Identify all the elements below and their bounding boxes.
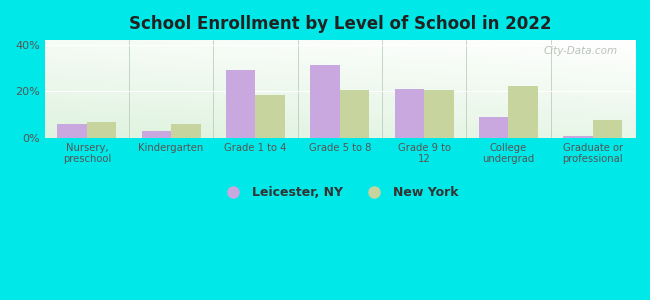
Title: School Enrollment by Level of School in 2022: School Enrollment by Level of School in … <box>129 15 551 33</box>
Bar <box>593 121 622 138</box>
Bar <box>310 64 340 138</box>
Bar <box>57 124 87 138</box>
Bar <box>171 124 201 138</box>
Bar <box>424 90 454 138</box>
Bar <box>226 70 255 138</box>
Bar <box>142 131 171 138</box>
Text: City-Data.com: City-Data.com <box>543 46 618 56</box>
Bar <box>479 117 508 138</box>
Bar <box>87 122 116 138</box>
Bar <box>508 85 538 138</box>
Bar <box>395 89 424 138</box>
Legend: Leicester, NY, New York: Leicester, NY, New York <box>216 182 463 204</box>
Bar <box>255 95 285 138</box>
Bar <box>564 136 593 138</box>
Bar <box>340 90 369 138</box>
